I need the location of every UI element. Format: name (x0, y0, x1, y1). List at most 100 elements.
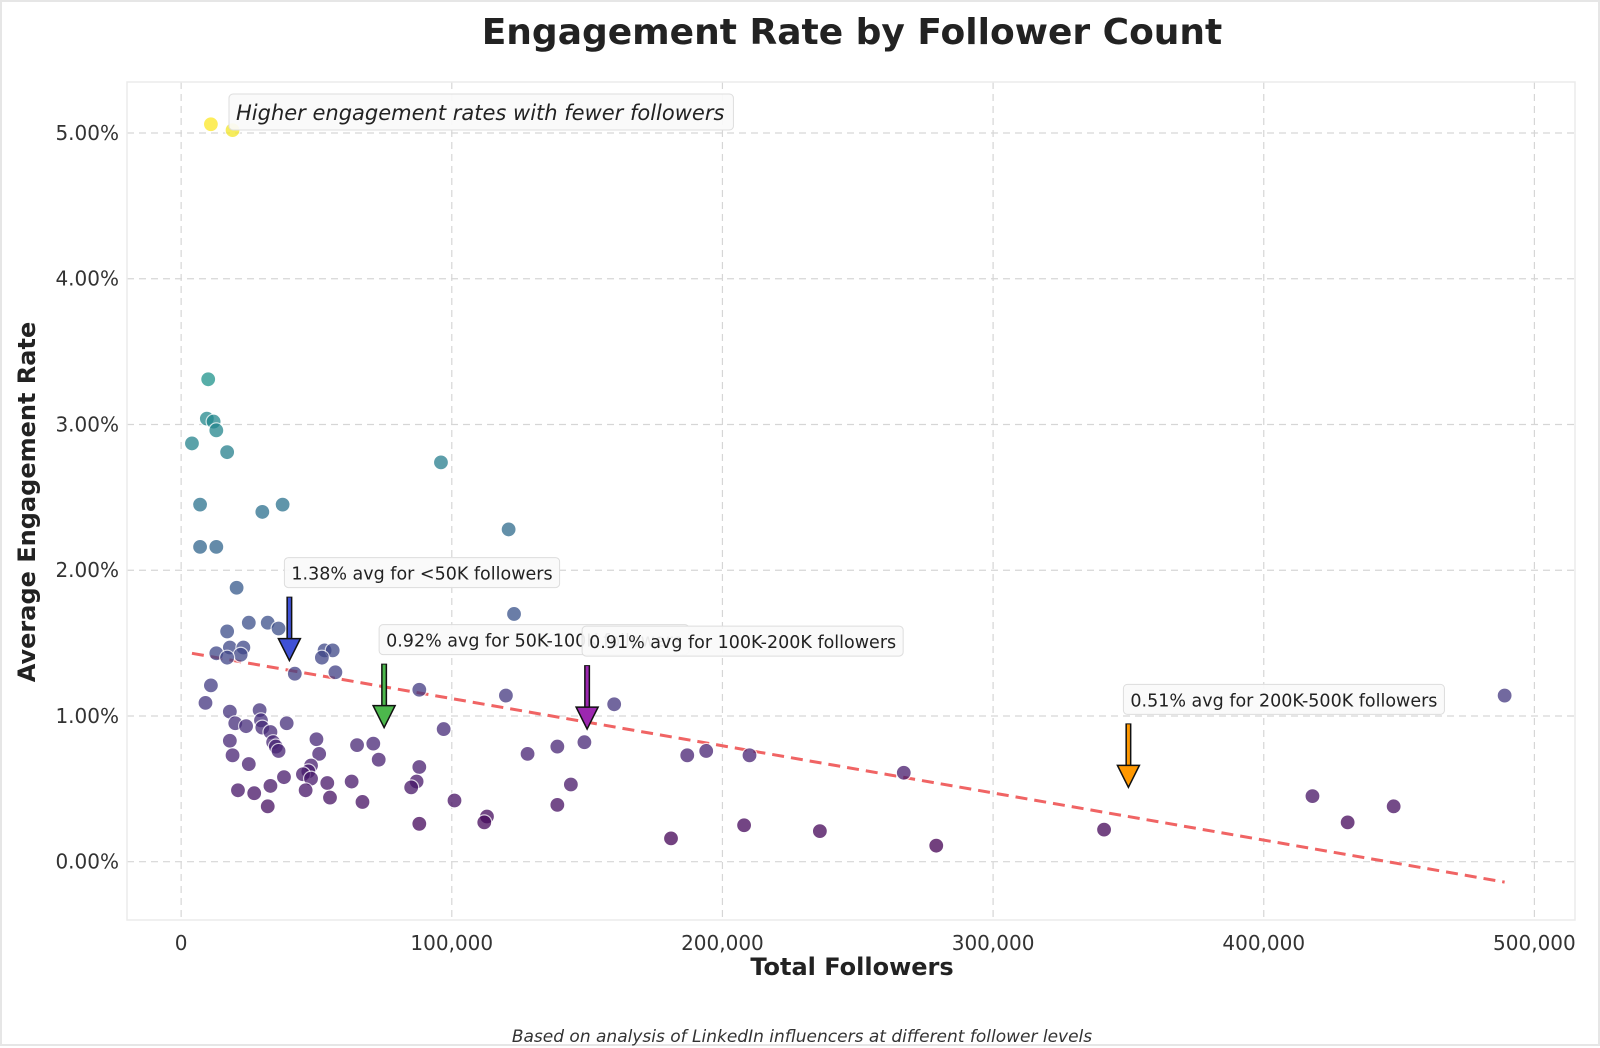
y-tick-label: 3.00% (55, 412, 119, 436)
data-point (278, 715, 295, 732)
data-point (446, 792, 463, 809)
data-point (1304, 788, 1321, 805)
data-point (232, 646, 249, 663)
data-point (476, 814, 493, 831)
data-point (497, 687, 515, 704)
data-point (411, 758, 428, 776)
data-point (308, 731, 325, 748)
axis-ticks: 0 100,000 200,000 300,000 400,000 500,000 0.00… (55, 121, 1575, 955)
x-axis-label: Total Followers (750, 953, 953, 981)
data-point (200, 371, 217, 388)
data-point (741, 747, 758, 764)
engagement-note: Higher engagement rates with fewer follo… (236, 101, 724, 125)
data-point (679, 747, 696, 764)
data-point (1095, 821, 1113, 838)
data-point (411, 681, 428, 698)
data-point (403, 779, 420, 796)
data-point (191, 538, 209, 556)
data-point (219, 444, 236, 461)
data-point (343, 773, 360, 790)
data-point (354, 793, 371, 811)
chart-title: Engagement Rate by Follower Count (482, 12, 1223, 53)
data-point (270, 620, 287, 637)
data-point (240, 614, 257, 631)
data-point (270, 742, 287, 760)
data-point (275, 769, 293, 786)
data-point (219, 623, 236, 640)
data-point (274, 496, 291, 513)
data-point (229, 782, 247, 799)
data-point (348, 737, 366, 754)
x-tick-label: 200,000 (681, 931, 764, 955)
x-tick-label: 0 (175, 931, 188, 955)
annotation-box (283, 557, 561, 589)
data-point (237, 718, 255, 735)
x-tick-label: 100,000 (410, 931, 493, 955)
annotation-arrowhead (277, 637, 302, 663)
data-point (228, 579, 245, 596)
data-point (606, 696, 623, 713)
data-point (549, 738, 566, 755)
annotation-arrowhead (371, 704, 397, 730)
y-tick-label: 5.00% (55, 121, 119, 145)
data-point (183, 435, 201, 452)
data-point (370, 751, 387, 768)
data-point (286, 665, 303, 682)
data-point (262, 777, 279, 795)
data-point (895, 764, 912, 781)
y-axis-label: Average Engagement Rate (13, 322, 41, 682)
data-point (435, 720, 452, 738)
y-tick-label: 2.00% (55, 558, 119, 582)
data-point (202, 116, 220, 133)
annotation-box (1122, 683, 1445, 715)
data-point (208, 422, 225, 439)
data-point (365, 735, 382, 752)
data-point (562, 776, 579, 793)
data-point (576, 734, 593, 751)
data-point (240, 755, 257, 773)
data-point (246, 785, 263, 802)
grid (127, 82, 1575, 920)
x-tick-label: 500,000 (1493, 931, 1576, 955)
data-point (327, 664, 344, 681)
annotation-label: 0.91% avg for 100K-200K followers (589, 633, 896, 653)
data-point (319, 774, 336, 792)
data-point (197, 694, 214, 711)
data-point (549, 796, 566, 813)
data-point (928, 837, 945, 854)
data-point (735, 817, 753, 834)
data-point (321, 789, 339, 806)
chart-caption: Based on analysis of LinkedIn influencer… (512, 1027, 1092, 1047)
data-point (1339, 814, 1356, 831)
data-point (202, 677, 220, 694)
data-point (191, 496, 209, 513)
annotation-label: 0.51% avg for 200K-500K followers (1130, 691, 1437, 711)
data-point (311, 745, 328, 762)
annotation-arrowhead (1116, 764, 1141, 790)
data-point (297, 782, 314, 799)
data-point (1496, 687, 1513, 704)
plot-area (126, 81, 1576, 921)
data-point (519, 745, 536, 762)
annotation-label: 1.38% avg for <50K followers (291, 565, 552, 585)
data-point (505, 605, 523, 623)
annotation-box (581, 625, 904, 657)
data-point (662, 830, 680, 847)
data-point (1385, 798, 1402, 815)
data-point (411, 815, 428, 832)
y-tick-label: 0.00% (55, 850, 119, 874)
x-tick-label: 400,000 (1222, 931, 1305, 955)
trend-line (191, 651, 1505, 884)
data-point (221, 732, 238, 749)
data-points (183, 116, 1513, 854)
data-point (208, 538, 225, 556)
data-point (224, 747, 241, 764)
y-tick-label: 4.00% (55, 267, 119, 291)
data-point (500, 521, 517, 538)
data-point (698, 742, 715, 760)
data-point (219, 649, 236, 666)
y-tick-label: 1.00% (55, 704, 119, 728)
